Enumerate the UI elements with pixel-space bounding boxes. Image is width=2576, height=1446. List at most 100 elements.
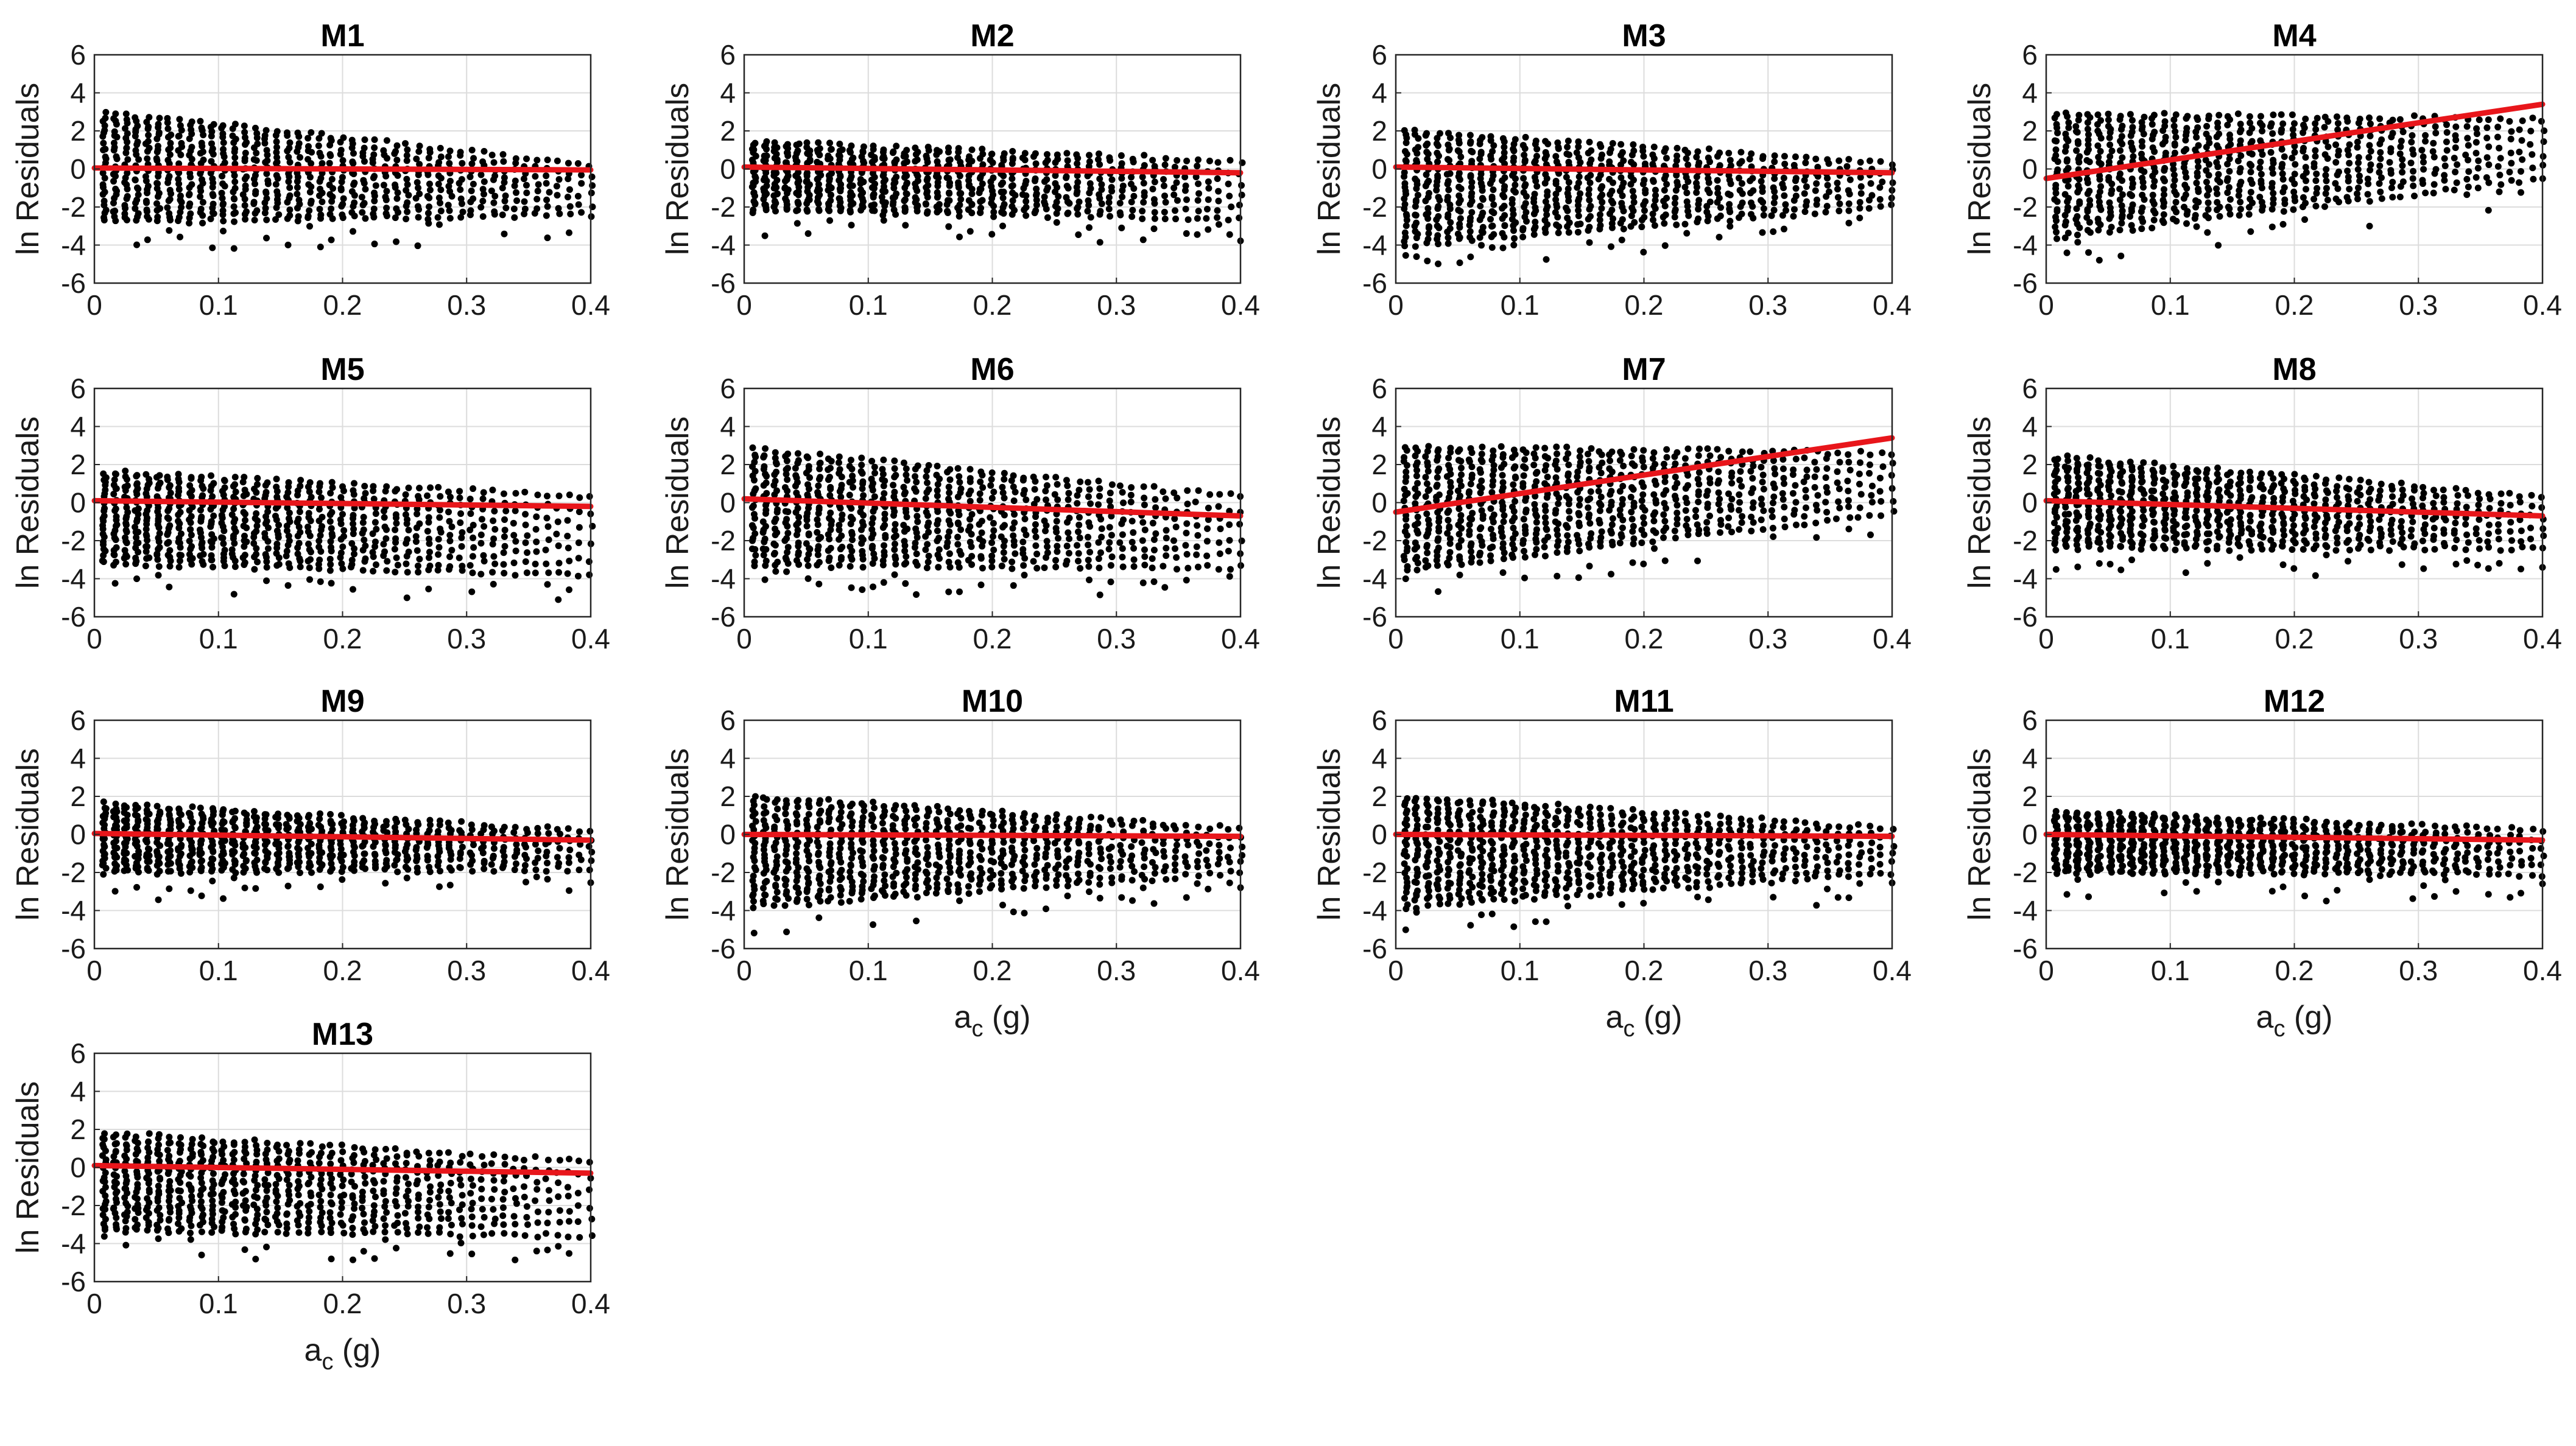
data-point — [1214, 159, 1222, 166]
data-point — [272, 513, 279, 520]
data-point — [869, 514, 876, 522]
data-point — [1726, 156, 1734, 164]
data-point — [2074, 239, 2082, 246]
data-point — [316, 556, 323, 564]
data-point — [1194, 215, 1201, 222]
data-point — [435, 544, 443, 551]
data-point — [264, 479, 271, 486]
data-point — [2129, 201, 2136, 208]
data-point — [1214, 175, 1221, 183]
data-point — [200, 156, 207, 164]
data-point — [175, 186, 183, 193]
data-point — [209, 175, 216, 183]
data-point — [393, 142, 401, 149]
data-point — [1194, 231, 1201, 238]
data-point — [1846, 176, 1854, 183]
data-point — [304, 156, 312, 163]
data-point — [567, 210, 574, 217]
data-point — [2160, 175, 2167, 183]
data-point — [135, 505, 142, 512]
data-point — [121, 547, 128, 554]
data-point — [1434, 158, 1441, 166]
data-point — [1650, 177, 1657, 184]
data-point — [437, 199, 444, 206]
data-point — [1629, 188, 1636, 195]
data-point — [315, 135, 323, 142]
data-point — [416, 520, 423, 527]
data-point — [339, 211, 346, 219]
data-point — [1075, 486, 1083, 494]
data-point — [955, 473, 963, 480]
data-point — [2473, 125, 2480, 132]
data-point — [209, 191, 216, 198]
data-point — [350, 511, 357, 519]
y-tick-label: 4 — [1371, 77, 1387, 109]
data-point — [457, 510, 465, 518]
y-tick-label: 2 — [70, 115, 86, 147]
data-point — [2257, 113, 2264, 120]
data-point — [870, 142, 877, 150]
data-point — [890, 206, 898, 214]
data-point — [2497, 155, 2504, 162]
data-point — [2409, 175, 2416, 182]
data-point — [857, 186, 864, 194]
data-point — [2237, 198, 2244, 206]
data-point — [2451, 155, 2458, 162]
data-point — [491, 560, 499, 567]
data-point — [1811, 210, 1818, 217]
data-point — [1456, 220, 1463, 228]
data-point — [2442, 186, 2449, 193]
data-point — [317, 211, 325, 219]
data-point — [167, 131, 175, 138]
data-point — [403, 594, 410, 602]
data-point — [370, 483, 377, 490]
data-point — [1468, 147, 1475, 155]
data-point — [196, 526, 203, 533]
data-point — [318, 513, 326, 521]
data-point — [825, 182, 832, 189]
data-point — [945, 223, 952, 230]
data-point — [124, 130, 131, 137]
data-point — [1226, 536, 1233, 544]
data-point — [1488, 193, 1496, 200]
data-point — [578, 209, 585, 216]
data-point — [1107, 490, 1114, 497]
data-point — [1022, 198, 1030, 205]
data-point — [846, 463, 853, 470]
data-point — [815, 482, 822, 490]
data-point — [242, 182, 249, 189]
data-point — [1681, 220, 1689, 228]
data-point — [2237, 137, 2244, 144]
data-point — [2356, 172, 2363, 180]
data-point — [1098, 533, 1105, 541]
data-point — [1771, 194, 1778, 201]
data-point — [1586, 212, 1594, 220]
data-point — [221, 159, 228, 166]
data-point — [2236, 212, 2243, 219]
data-point — [2463, 175, 2471, 183]
data-point — [446, 538, 454, 545]
data-point — [262, 188, 270, 195]
data-point — [328, 580, 335, 587]
data-point — [1412, 175, 1419, 183]
data-point — [1098, 186, 1105, 193]
data-point — [2332, 159, 2340, 166]
data-point — [2314, 184, 2321, 192]
data-point — [2224, 113, 2231, 120]
data-point — [869, 542, 876, 550]
data-point — [393, 156, 401, 164]
data-point — [1033, 190, 1040, 197]
data-point — [2474, 164, 2482, 172]
data-point — [2268, 180, 2276, 187]
data-point — [827, 509, 834, 516]
data-point — [565, 544, 572, 552]
data-point — [784, 450, 792, 457]
data-point — [955, 212, 963, 220]
data-point — [510, 519, 517, 527]
data-point — [1139, 579, 1147, 586]
data-point — [1075, 528, 1082, 535]
data-point — [338, 560, 345, 567]
data-point — [1564, 214, 1571, 222]
data-point — [186, 482, 194, 489]
data-point — [2119, 122, 2126, 130]
